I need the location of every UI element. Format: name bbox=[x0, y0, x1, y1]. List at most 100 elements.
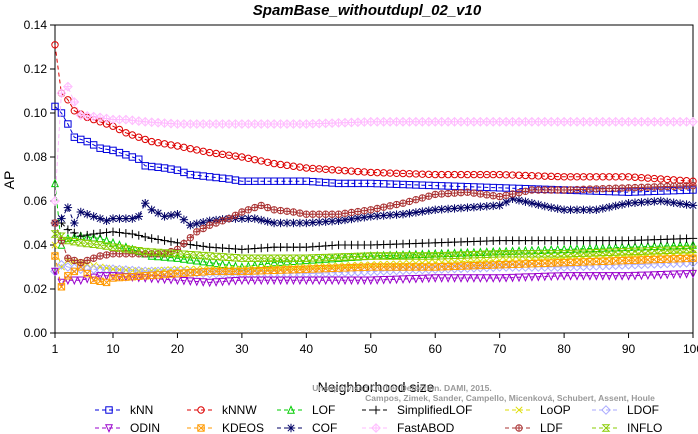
data-point-fastabod bbox=[50, 196, 60, 206]
data-point-kdeos bbox=[283, 266, 291, 274]
data-point-lof bbox=[682, 240, 691, 249]
data-point-cof bbox=[160, 212, 169, 221]
data-point-odin bbox=[295, 276, 304, 286]
data-point-odin bbox=[276, 276, 285, 286]
legend-marker-ldf bbox=[515, 424, 523, 432]
data-point-ldf bbox=[689, 181, 697, 190]
data-point-odin bbox=[328, 276, 337, 286]
data-point-odin bbox=[192, 277, 201, 287]
data-point-kdeos bbox=[412, 263, 420, 271]
data-point-odin bbox=[244, 276, 253, 286]
data-point-cof bbox=[688, 201, 698, 210]
data-point-simplifiedlof bbox=[115, 228, 124, 237]
data-point-inflo bbox=[359, 252, 369, 260]
data-point-ldf bbox=[547, 186, 555, 194]
data-point-odin bbox=[347, 276, 356, 286]
data-point-ldf bbox=[528, 186, 536, 194]
series-kdeos bbox=[51, 252, 697, 291]
y-tick-label: 0.12 bbox=[24, 62, 48, 76]
data-point-ldf bbox=[289, 208, 298, 216]
data-point-ldf bbox=[173, 245, 182, 254]
data-point-simplifiedlof bbox=[147, 234, 156, 243]
y-tick-label: 0.02 bbox=[24, 282, 48, 296]
data-point-kdeos bbox=[64, 272, 72, 280]
data-point-odin bbox=[51, 267, 59, 277]
data-point-lof bbox=[109, 237, 117, 247]
legend-label-simplifiedlof: SimplifiedLOF bbox=[397, 403, 472, 417]
data-point-odin bbox=[437, 274, 446, 283]
data-point-odin bbox=[302, 276, 311, 286]
data-point-inflo bbox=[308, 254, 318, 262]
data-point-odin bbox=[450, 274, 459, 283]
data-point-lof bbox=[469, 247, 478, 257]
data-point-odin bbox=[160, 275, 169, 285]
data-point-inflo bbox=[385, 252, 395, 260]
data-point-cof bbox=[424, 206, 433, 215]
data-point-inflo bbox=[617, 248, 627, 256]
data-point-lof bbox=[553, 244, 562, 254]
data-point-ldf bbox=[212, 219, 220, 227]
data-point-fastabod bbox=[133, 116, 144, 126]
data-point-odin bbox=[83, 275, 92, 284]
data-point-fastabod bbox=[56, 88, 67, 99]
data-point-inflo bbox=[521, 250, 530, 258]
data-point-odin bbox=[353, 276, 362, 286]
data-point-ldf bbox=[489, 192, 497, 200]
legend-label-loop: LoOP bbox=[540, 403, 571, 417]
data-point-ldf bbox=[405, 197, 414, 206]
data-point-simplifiedlof bbox=[141, 232, 150, 242]
data-point-lof bbox=[663, 240, 672, 250]
data-point-inflo bbox=[153, 248, 163, 257]
data-point-lof bbox=[437, 248, 446, 258]
data-point-ldf bbox=[579, 185, 588, 194]
data-point-inflo bbox=[102, 242, 111, 250]
legend-item-loop: LoOP bbox=[505, 403, 571, 417]
legend-item-kdeos: KDEOS bbox=[187, 421, 264, 434]
data-point-odin bbox=[547, 272, 556, 282]
data-point-lof bbox=[263, 258, 272, 268]
x-tick-label: 60 bbox=[429, 342, 443, 356]
data-point-lof bbox=[295, 255, 304, 265]
data-point-odin bbox=[643, 271, 652, 281]
data-point-ldf bbox=[283, 207, 291, 215]
data-point-inflo bbox=[179, 250, 189, 258]
data-point-loop bbox=[380, 260, 388, 268]
data-point-inflo bbox=[566, 249, 575, 258]
data-point-knn bbox=[135, 155, 143, 163]
data-point-odin bbox=[469, 274, 478, 283]
data-point-inflo bbox=[501, 250, 511, 258]
data-point-inflo bbox=[495, 250, 505, 258]
data-point-inflo bbox=[353, 252, 363, 261]
plot-area: 0.00 0.02 0.04 0.06 0.08 0.10 0.12 0.14 1 10 20 30 4… bbox=[24, 18, 698, 356]
data-point-lof bbox=[205, 257, 214, 267]
data-point-cof bbox=[63, 203, 73, 212]
data-point-fastabod bbox=[120, 114, 131, 125]
data-point-ldf bbox=[663, 182, 671, 191]
legend-marker-lof bbox=[287, 405, 295, 414]
legend-item-knn: kNN bbox=[95, 403, 153, 417]
data-point-ldf bbox=[77, 258, 85, 267]
data-point-cof bbox=[637, 198, 646, 207]
data-point-odin bbox=[399, 275, 407, 284]
data-point-knnw bbox=[64, 96, 72, 104]
data-point-inflo bbox=[160, 249, 169, 257]
x-tick-label: 50 bbox=[364, 342, 378, 356]
data-point-cof bbox=[134, 212, 143, 221]
data-point-lof bbox=[656, 241, 665, 250]
data-point-lof bbox=[63, 233, 72, 243]
data-point-inflo bbox=[559, 250, 569, 258]
data-point-inflo bbox=[508, 250, 517, 258]
legend-item-ldf: LDF bbox=[505, 421, 563, 434]
data-point-odin bbox=[167, 276, 175, 285]
data-point-cof bbox=[521, 197, 530, 206]
data-point-inflo bbox=[115, 244, 124, 252]
data-point-inflo bbox=[243, 254, 253, 262]
data-point-ldf bbox=[296, 209, 304, 217]
data-point-inflo bbox=[682, 245, 691, 254]
data-point-ldf bbox=[669, 182, 678, 190]
data-point-cof bbox=[598, 204, 607, 213]
data-point-inflo bbox=[662, 246, 672, 254]
data-point-odin bbox=[457, 274, 465, 283]
data-point-inflo bbox=[147, 248, 157, 256]
legend-item-ldof: LDOF bbox=[592, 403, 659, 417]
